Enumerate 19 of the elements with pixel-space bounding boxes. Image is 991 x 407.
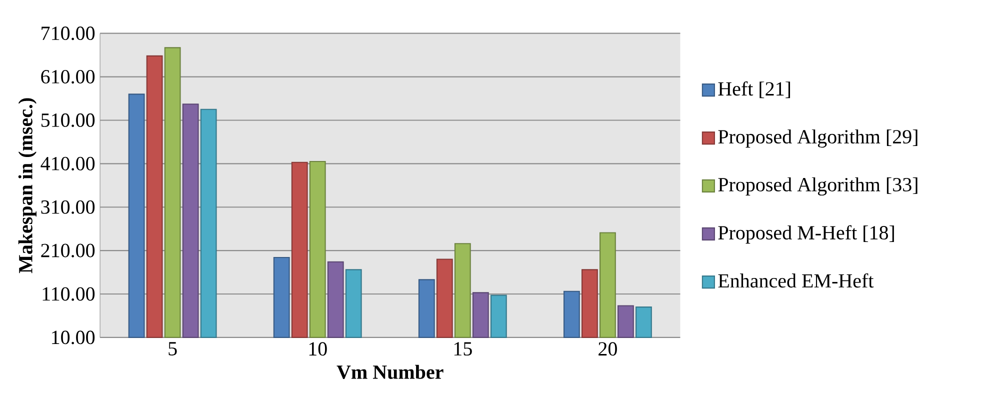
y-tick-label: 10.00 bbox=[52, 330, 95, 344]
x-tick-label: 15 bbox=[454, 342, 472, 356]
y-tick-label: 210.00 bbox=[41, 244, 95, 258]
legend-label: Proposed Algorithm [29] bbox=[718, 130, 918, 148]
legend-label: Proposed Algorithm [33] bbox=[718, 177, 918, 196]
x-tick-label: 10 bbox=[309, 342, 327, 356]
x-tick-label: 20 bbox=[598, 342, 617, 356]
y-tick-label: 110.00 bbox=[42, 287, 95, 301]
legend-label: Proposed M-Heft [18] bbox=[718, 225, 894, 244]
legend-label: Enhanced EM-Heft bbox=[718, 273, 874, 288]
legend-label: Heft [21] bbox=[718, 81, 790, 98]
y-tick-label: 510.00 bbox=[41, 114, 95, 128]
y-tick-label: 410.00 bbox=[40, 156, 95, 171]
y-axis-title: Makespan in (msec.) bbox=[18, 98, 36, 274]
x-axis-title: Vm Number bbox=[336, 364, 444, 380]
y-tick-label: 310.00 bbox=[41, 200, 95, 214]
y-tick-label: 710.00 bbox=[42, 26, 95, 40]
y-tick-label: 610.00 bbox=[41, 70, 95, 84]
x-tick-label: 5 bbox=[168, 342, 177, 356]
